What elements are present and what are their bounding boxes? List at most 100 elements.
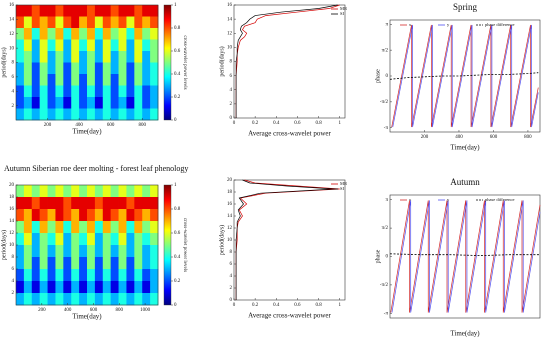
heat-cell (16, 293, 25, 306)
panel-header: Autumn Siberian roe deer molting - fores… (4, 164, 188, 173)
heat-cell (16, 28, 25, 40)
heat-cell (71, 209, 80, 222)
heat-cell (150, 108, 159, 121)
heat-cell (87, 62, 96, 75)
heat-cell (94, 233, 104, 246)
heat-cell (79, 74, 88, 86)
heat-cell (55, 28, 64, 40)
heat-cell (31, 108, 41, 121)
heat-cell (55, 233, 64, 246)
heat-cell (63, 51, 72, 63)
x-tick-label: 600 (107, 123, 115, 128)
heat-cell (102, 269, 112, 282)
heat-cell (150, 233, 159, 246)
heat-cell (63, 85, 72, 98)
y-tick-label: 6 (12, 267, 15, 272)
series-line (235, 4, 338, 118)
legend-label: MR (340, 6, 347, 11)
heat-cell (87, 39, 96, 52)
heat-cell (102, 185, 112, 198)
heat-cell (94, 257, 104, 270)
heat-cell (63, 39, 72, 52)
heat-cell (63, 197, 72, 210)
heat-cell (134, 108, 143, 121)
heat-cell (39, 39, 48, 52)
heat-cell (94, 281, 104, 294)
y-tick-label: 6 (230, 262, 233, 267)
colorbar-tick-label: 1 (174, 183, 177, 188)
y-tick-label: 6 (12, 75, 15, 80)
heat-cell (71, 197, 80, 210)
y-tick-label: 12 (9, 32, 15, 37)
heat-cell (142, 97, 151, 109)
series-line (389, 253, 540, 257)
heat-cell (150, 293, 159, 306)
x-tick-label: 0.6 (294, 121, 301, 126)
y-tick-label: 20 (227, 178, 233, 183)
y-axis-label: phase (375, 69, 381, 83)
heat-cell (79, 62, 88, 75)
heat-cell (142, 209, 151, 222)
heat-cell (71, 51, 80, 63)
x-tick-label: 0.8 (315, 121, 322, 126)
heat-cell (63, 269, 72, 282)
y-tick-label: 14 (9, 219, 15, 224)
heat-cell (31, 5, 41, 17)
y-tick-label: -π/2 (380, 283, 389, 288)
heat-cell (150, 39, 159, 52)
heat-cell (126, 257, 135, 270)
heat-cell (102, 97, 112, 109)
heat-cell (142, 281, 151, 294)
heat-cell (16, 269, 25, 282)
heat-cell (55, 108, 64, 121)
y-tick-label: 2 (230, 286, 233, 291)
heat-cell (118, 221, 127, 234)
heat-cell (150, 221, 159, 234)
heat-cell (31, 197, 41, 210)
heat-cell (94, 108, 104, 121)
x-axis-label: Time(day) (72, 313, 102, 321)
y-tick-label: -π (384, 311, 389, 316)
heat-cell (63, 257, 72, 270)
x-tick-label: 1000 (140, 308, 151, 313)
heat-cell (16, 245, 25, 258)
heat-cell (102, 209, 112, 222)
heat-cell (126, 5, 135, 17)
heat-cell (16, 257, 25, 270)
y-tick-label: 10 (227, 238, 233, 243)
heat-cell (126, 233, 135, 246)
heat-cell (110, 97, 119, 109)
heat-cell (150, 281, 159, 294)
heat-cell (23, 197, 33, 210)
heat-cell (55, 197, 64, 210)
heat-cell (39, 209, 48, 222)
heat-cell (16, 97, 25, 109)
y-tick-label: 20 (9, 183, 15, 188)
heat-cell (94, 197, 104, 210)
heat-cell (79, 221, 88, 234)
heat-cell (118, 74, 127, 86)
y-tick-label: 16 (227, 202, 233, 207)
panel-title: Spring (453, 2, 478, 12)
heat-cell (31, 62, 41, 75)
heat-cell (142, 197, 151, 210)
x-axis-label: Time(day) (450, 144, 480, 152)
heat-cell (142, 221, 151, 234)
heat-cell (142, 62, 151, 75)
heat-cell (71, 62, 80, 75)
heat-cell (16, 5, 25, 17)
heat-cell (23, 245, 33, 258)
heat-cell (87, 16, 96, 29)
heat-cell (79, 281, 88, 294)
heat-cell (31, 221, 41, 234)
x-axis-label: Average cross-wavelet power (248, 312, 331, 320)
heat-cell (79, 197, 88, 210)
colorbar-tick-label: 0.4 (174, 255, 181, 260)
heat-cell (31, 281, 41, 294)
heat-cell (110, 39, 119, 52)
colorbar (163, 4, 172, 121)
heat-cell (79, 245, 88, 258)
x-tick-label: 0.4 (273, 121, 280, 126)
heat-cell (71, 16, 80, 29)
heat-cell (79, 257, 88, 270)
